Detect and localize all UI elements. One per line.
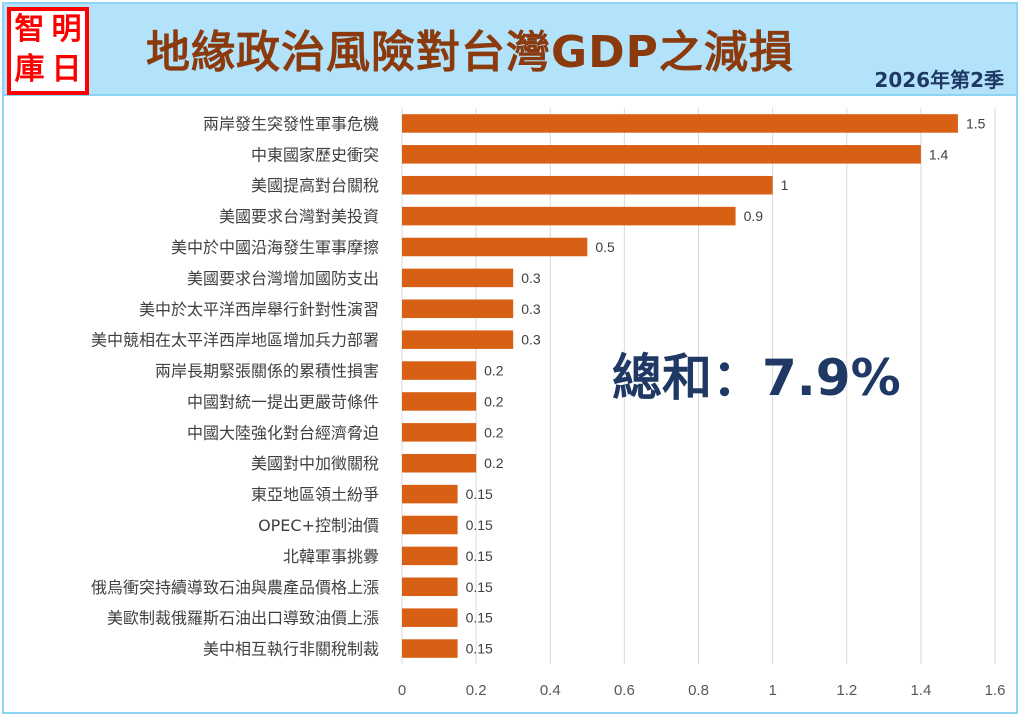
bar — [402, 299, 514, 319]
bar — [402, 330, 514, 349]
category-label: 美國要求台灣對美投資 — [219, 207, 379, 226]
bar — [402, 577, 458, 597]
x-tick-label: 1.6 — [985, 682, 1006, 699]
data-label: 0.2 — [484, 424, 504, 440]
data-label: 1.4 — [929, 146, 949, 162]
x-axis-ticks: 0 0.2 0.4 0.6 0.8 1 1.2 1.4 1.6 — [398, 682, 1006, 699]
category-label: 中國對統一提出更嚴苛條件 — [187, 392, 379, 411]
bar — [402, 484, 458, 504]
bar — [402, 206, 736, 226]
data-label: 0.2 — [484, 363, 504, 379]
bar — [402, 392, 477, 411]
bar — [402, 546, 458, 566]
data-label: 0.15 — [466, 486, 493, 502]
x-tick-label: 1.2 — [836, 682, 857, 699]
category-label: 美中競相在太平洋西岸地區增加兵力部署 — [91, 331, 379, 350]
bar — [402, 114, 958, 133]
category-label: 美中於中國沿海發生軍事摩擦 — [171, 238, 379, 257]
category-label: 俄烏衝突持續導致石油與農產品價格上漲 — [91, 578, 379, 597]
data-label: 0.3 — [521, 332, 541, 348]
category-label: 美中於太平洋西岸舉行針對性演習 — [139, 300, 379, 319]
data-labels: 1.5 1.4 1 0.9 0.5 0.3 0.3 0.3 0.2 0.2 0.2 0.2 0.15 0.… — [466, 115, 986, 656]
data-label: 0.2 — [484, 393, 504, 409]
category-label: 美國要求台灣增加國防支出 — [187, 269, 379, 288]
category-label: 中國大陸強化對台經濟脅迫 — [187, 423, 379, 442]
chart-subtitle: 2026年第2季 — [874, 68, 1004, 92]
data-label: 0.15 — [466, 579, 493, 595]
category-labels: 兩岸發生突發性軍事危機中東國家歷史衝突美國提高對台關稅美國要求台灣對美投資美中於… — [91, 114, 379, 658]
gridlines — [401, 108, 996, 664]
bar — [402, 423, 477, 442]
data-label: 0.15 — [466, 517, 493, 533]
x-tick-label: 1 — [768, 682, 776, 699]
logo-char: 庫 — [14, 52, 45, 87]
chart-title: 地緣政治風險對台灣GDP之減損 — [146, 27, 794, 78]
x-tick-label: 0.8 — [688, 682, 709, 699]
x-tick-label: 0.4 — [540, 682, 561, 699]
header-banner: 智 明 庫 日 地緣政治風險對台灣GDP之減損 2026年第2季 — [4, 4, 1016, 96]
bar — [402, 145, 921, 164]
category-label: 中東國家歷史衝突 — [251, 145, 379, 164]
data-label: 0.2 — [484, 455, 504, 471]
bars — [402, 114, 958, 658]
bar — [402, 608, 458, 627]
total-annotation: 總和：7.9% — [612, 349, 901, 407]
category-label: 東亞地區領土紛爭 — [251, 485, 379, 504]
logo-char: 明 — [51, 12, 82, 47]
x-tick-label: 1.4 — [910, 682, 931, 699]
data-label: 1 — [781, 177, 789, 193]
data-label: 0.3 — [521, 301, 541, 317]
category-label: 兩岸長期緊張關係的累積性損害 — [155, 362, 379, 381]
category-label: 美歐制裁俄羅斯石油出口導致油價上漲 — [107, 609, 379, 628]
x-tick-label: 0 — [398, 682, 406, 699]
bar — [402, 453, 477, 473]
category-label: 北韓軍事挑釁 — [283, 547, 379, 566]
bar — [402, 515, 458, 535]
logo-char: 智 — [14, 12, 45, 47]
data-label: 0.15 — [466, 548, 493, 564]
x-tick-label: 0.2 — [466, 682, 487, 699]
category-label: OPEC+控制油價 — [258, 516, 379, 535]
bar — [402, 175, 773, 195]
data-label: 0.3 — [521, 270, 541, 286]
category-label: 美國提高對台關稅 — [251, 176, 379, 195]
data-label: 0.5 — [595, 239, 615, 255]
bar — [402, 237, 588, 257]
data-label: 0.15 — [466, 610, 493, 626]
bar — [402, 639, 458, 658]
category-label: 美中相互執行非關稅制裁 — [203, 640, 379, 659]
data-label: 0.9 — [744, 208, 764, 224]
bar — [402, 361, 477, 380]
bar — [402, 268, 514, 288]
category-label: 美國對中加徵關稅 — [251, 454, 379, 473]
logo-char: 日 — [51, 52, 82, 87]
logo: 智 明 庫 日 — [7, 7, 89, 95]
x-tick-label: 0.6 — [614, 682, 635, 699]
logo-inner: 智 明 庫 日 — [11, 11, 85, 91]
category-label: 兩岸發生突發性軍事危機 — [203, 114, 379, 133]
data-label: 1.5 — [966, 115, 986, 131]
data-label: 0.15 — [466, 641, 493, 657]
